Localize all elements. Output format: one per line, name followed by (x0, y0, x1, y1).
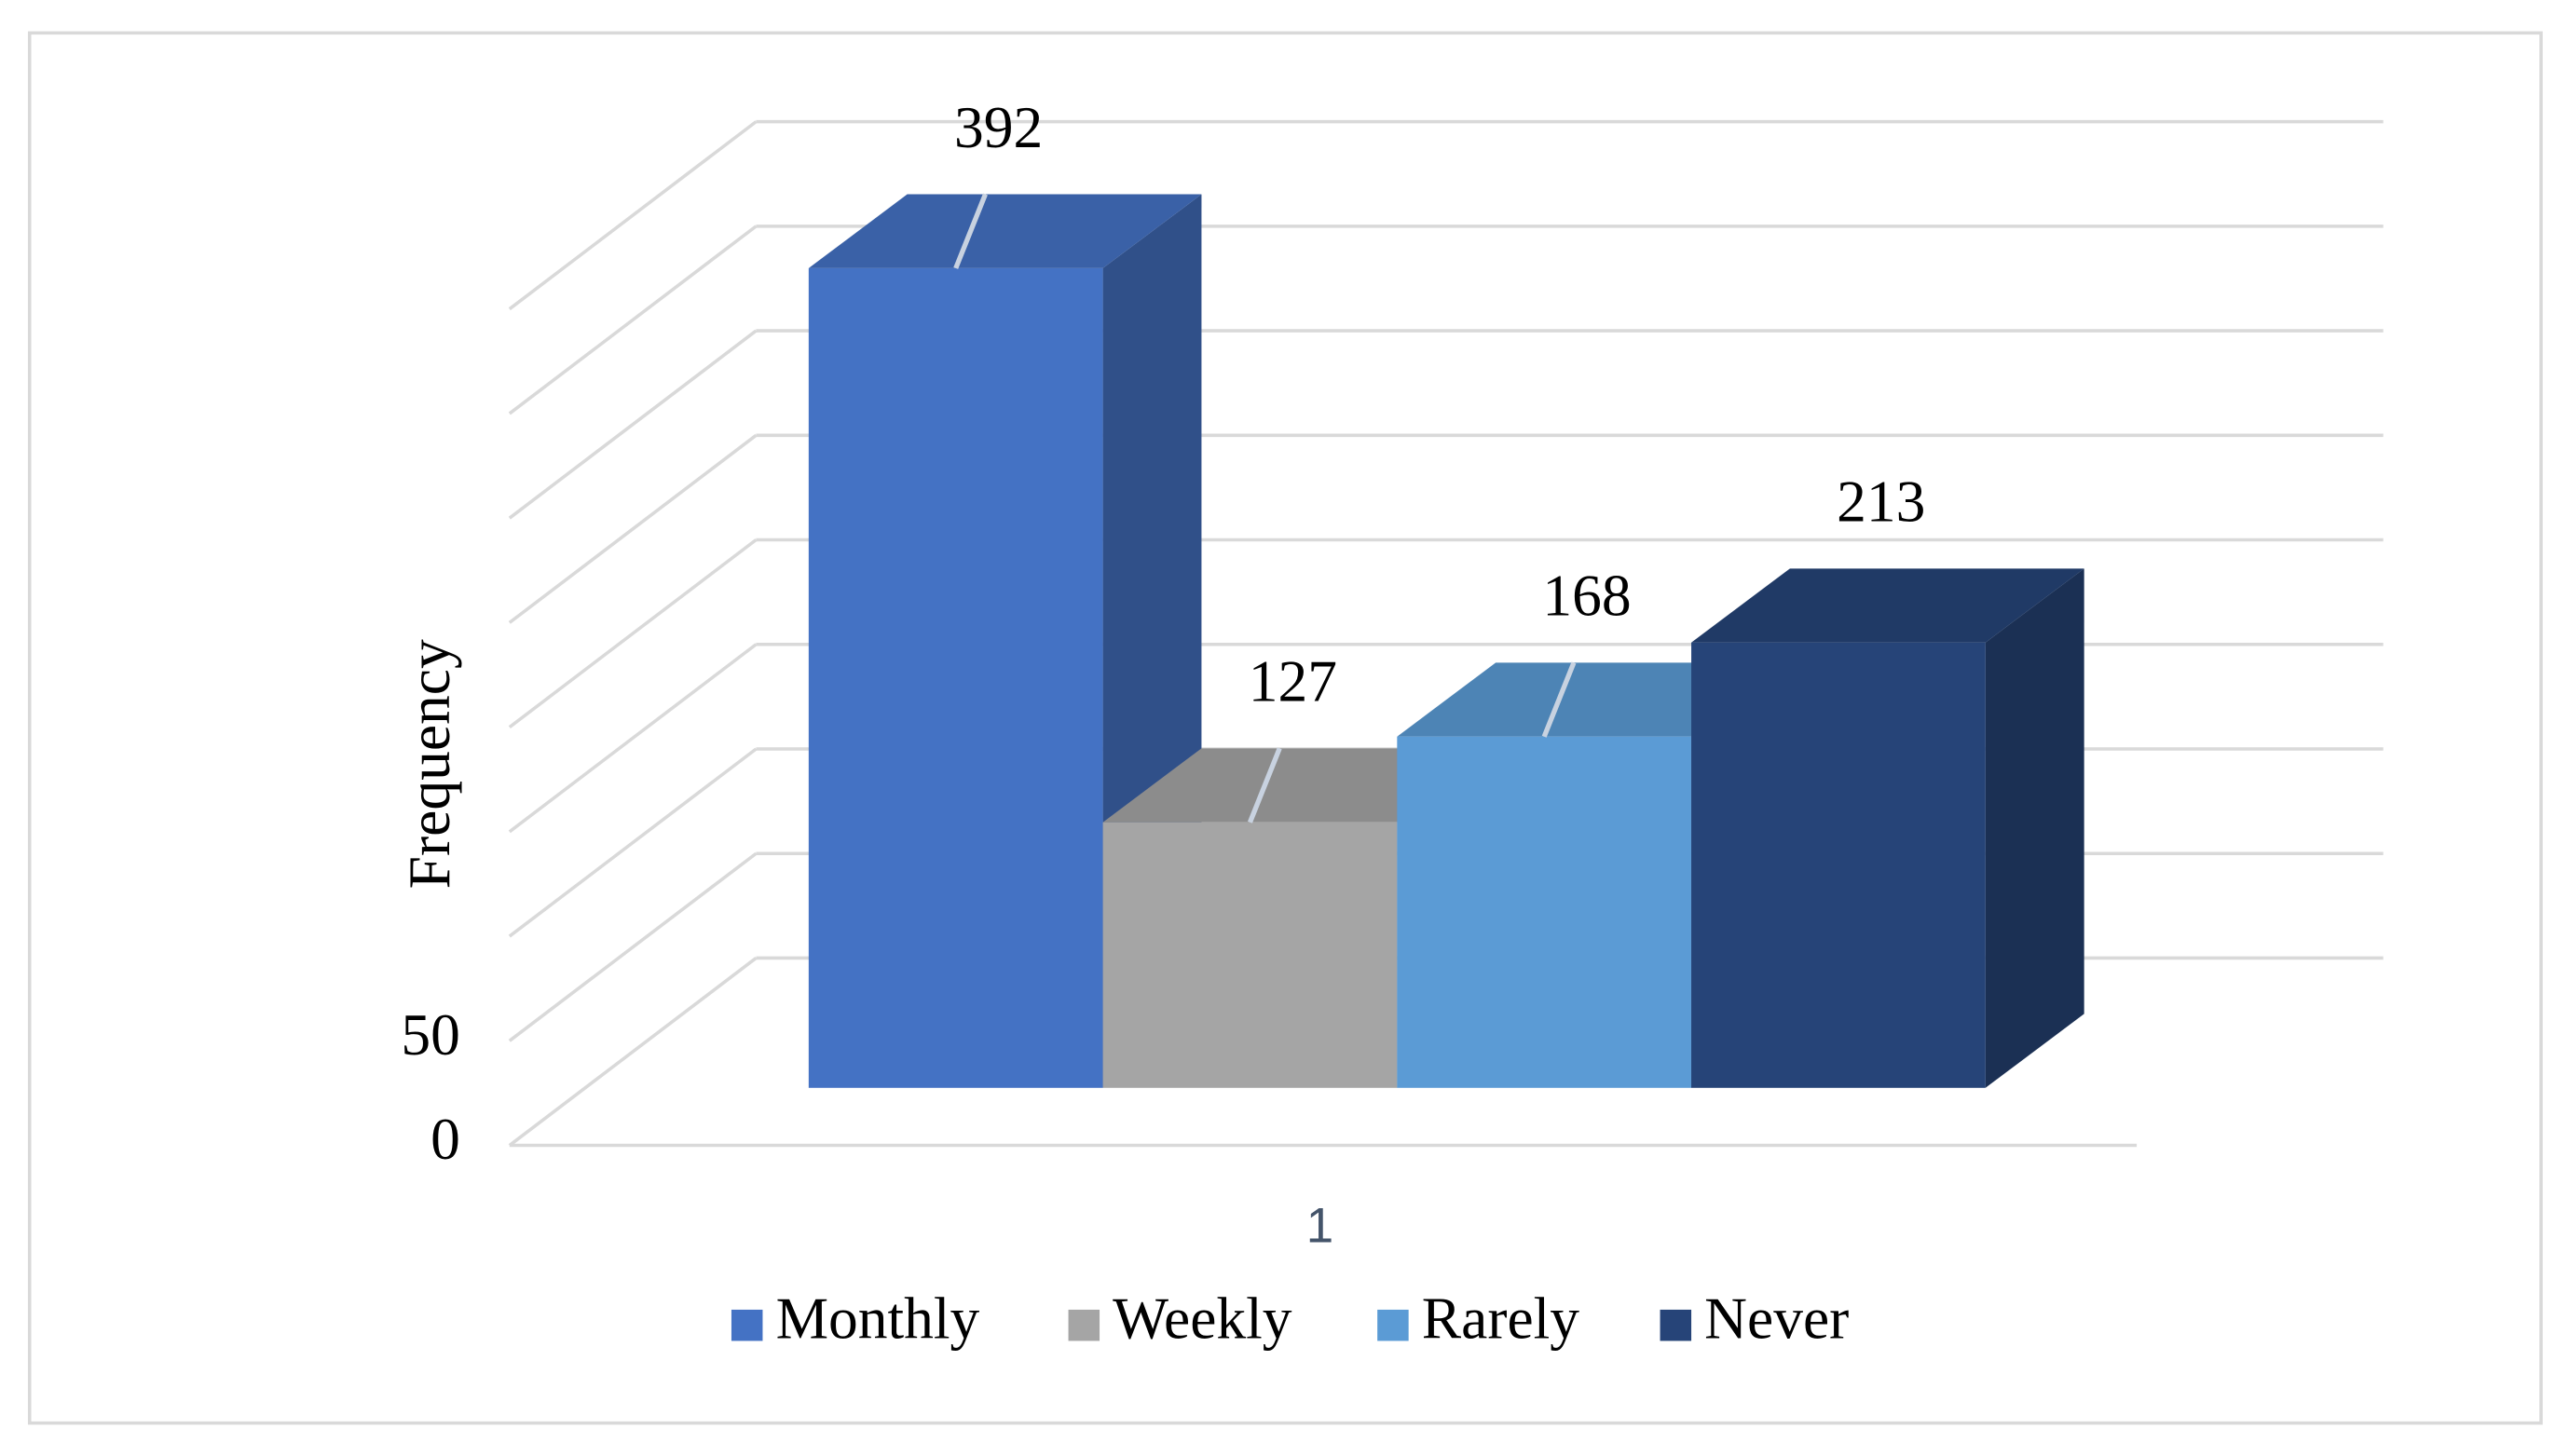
grid-line (508, 433, 758, 624)
bar-side (1985, 568, 2084, 1088)
bar-front (1691, 642, 1986, 1088)
legend-swatch (1660, 1309, 1692, 1341)
bar-top (808, 194, 1202, 268)
grid-line (508, 643, 758, 834)
data-label: 168 (1542, 563, 1631, 629)
x-tick-label: 1 (1306, 1198, 1333, 1253)
data-label: 127 (1249, 648, 1337, 714)
data-label: 213 (1837, 469, 1925, 535)
leader-line (1541, 661, 1577, 738)
legend-label: Weekly (1113, 1285, 1292, 1351)
bar-front (808, 267, 1103, 1088)
bar-front (1102, 822, 1398, 1088)
legend-swatch (731, 1309, 763, 1341)
data-label: 392 (954, 94, 1043, 160)
leader-line (1248, 747, 1282, 823)
grid-line (508, 957, 758, 1147)
legend-label: Rarely (1422, 1285, 1580, 1351)
y-tick-label: 0 (430, 1106, 460, 1172)
legend-label: Monthly (776, 1285, 980, 1351)
grid-line (508, 747, 758, 938)
chart-border (27, 31, 2543, 1425)
grid-line (508, 120, 758, 311)
bar (1691, 568, 2084, 1088)
legend-label: Never (1704, 1285, 1849, 1351)
grid-line (508, 538, 758, 729)
legend-swatch (1068, 1309, 1100, 1341)
bar-top (1691, 568, 2084, 643)
grid-line (508, 225, 758, 415)
y-tick-label: 50 (401, 1001, 460, 1068)
grid-line (508, 851, 758, 1042)
bar-front (1397, 736, 1692, 1088)
leader-line (953, 193, 988, 269)
legend-swatch (1377, 1309, 1409, 1341)
y-axis-title: Frequency (396, 639, 462, 889)
grid-line (508, 329, 758, 520)
